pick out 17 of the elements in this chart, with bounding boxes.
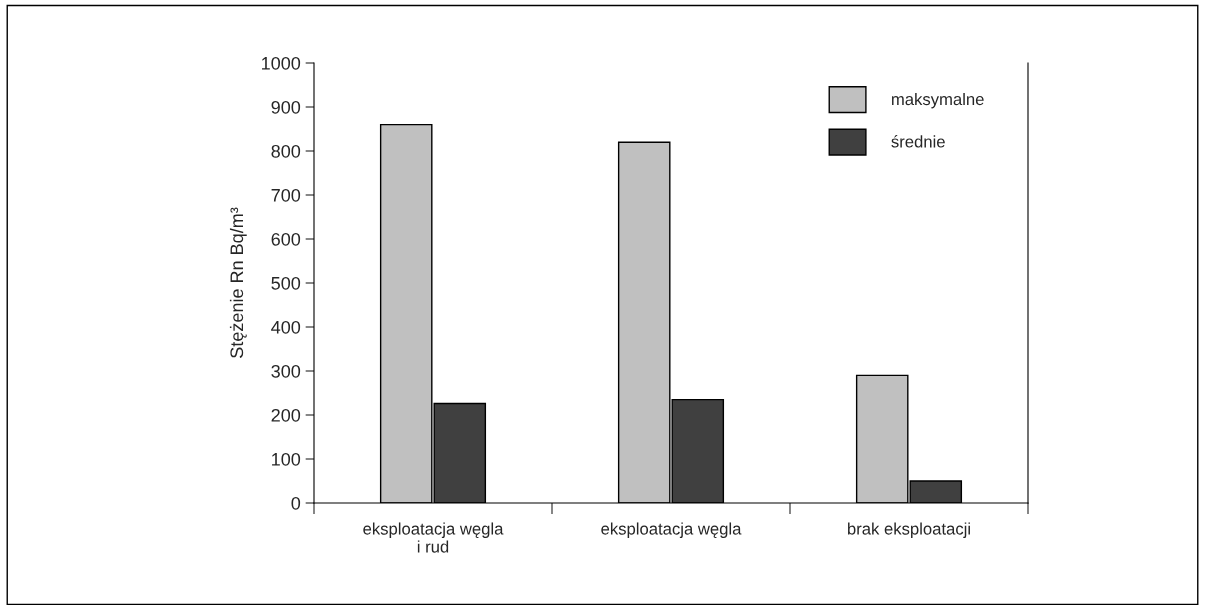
y-tick-label: 400 [271,320,301,334]
y-tick-label: 300 [271,364,301,378]
legend-label: średnie [891,135,945,148]
y-tick-label: 800 [271,144,301,158]
y-tick-label: 600 [271,232,301,246]
legend-label: maksymalne [892,92,984,109]
x-tick-label: eksploatacja węgla i rud [363,522,504,553]
y-tick-label: 1000 [262,56,301,70]
x-tick-label: brak eksploatacji [848,522,970,538]
y-axis-title: Stężenie Rn Bq/m³ [229,207,247,358]
y-tick-label: 0 [291,496,301,510]
y-tick-label: 100 [272,452,301,466]
y-tick-label: 900 [271,100,301,114]
y-tick-label: 700 [271,188,301,202]
y-tick-label: 200 [271,408,301,422]
x-tick-label: eksploatacja węgla [601,522,742,538]
y-tick-label: 500 [271,276,301,290]
